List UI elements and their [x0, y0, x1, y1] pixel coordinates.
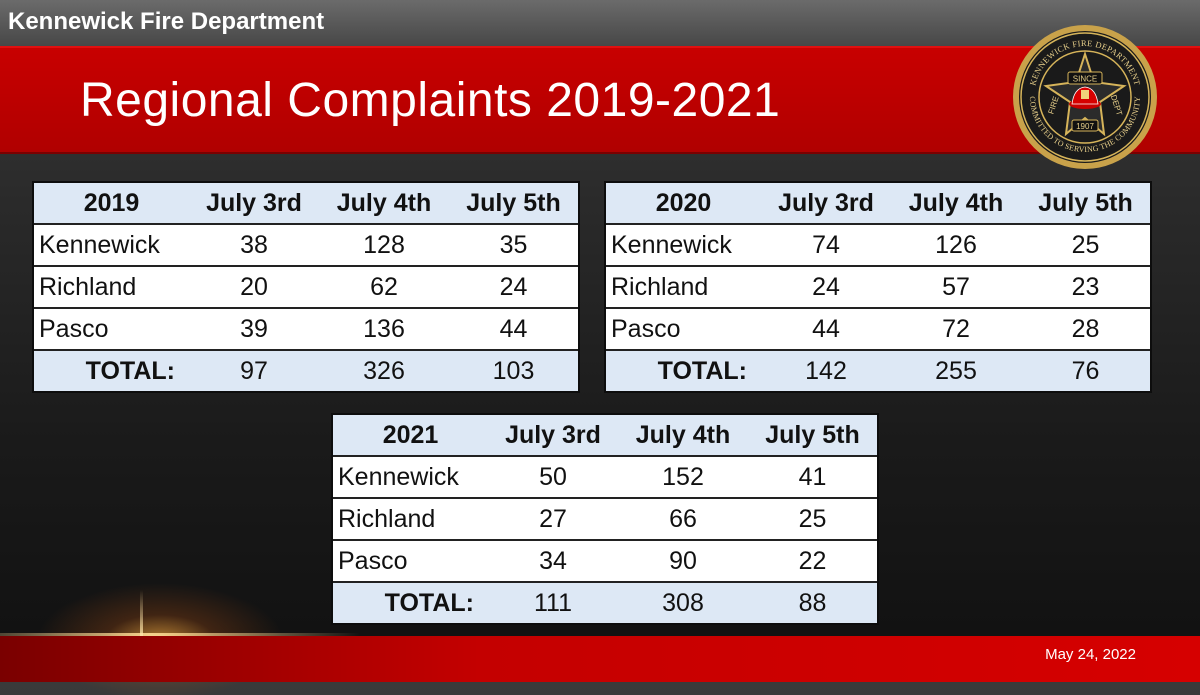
column-header-july-4th: July 4th — [891, 183, 1021, 225]
title-band — [0, 46, 1200, 154]
value-cell: 57 — [891, 266, 1021, 309]
fire-helmet-icon — [1069, 86, 1101, 109]
value-cell: 25 — [1021, 224, 1150, 267]
column-header-july-3rd: July 3rd — [488, 415, 618, 457]
total-label: TOTAL: — [606, 350, 761, 391]
table-row: Kennewick 38 128 35 — [34, 224, 578, 267]
value-cell: 44 — [449, 308, 578, 351]
value-cell: 72 — [891, 308, 1021, 351]
table-2021: 2021 July 3rd July 4th July 5th Kennewic… — [333, 415, 877, 623]
city-cell: Richland — [333, 498, 488, 541]
city-cell: Richland — [606, 266, 761, 309]
column-header-july-5th: July 5th — [449, 183, 578, 225]
table-row: Pasco 34 90 22 — [333, 540, 877, 583]
column-header-july-3rd: July 3rd — [189, 183, 319, 225]
lens-flare-ray — [0, 633, 360, 636]
total-cell: 111 — [488, 582, 618, 623]
table-2021-header-row: 2021 July 3rd July 4th July 5th — [333, 415, 877, 457]
value-cell: 23 — [1021, 266, 1150, 309]
total-row: TOTAL: 111 308 88 — [333, 582, 877, 623]
value-cell: 24 — [449, 266, 578, 309]
value-cell: 28 — [1021, 308, 1150, 351]
total-cell: 142 — [761, 350, 891, 391]
value-cell: 22 — [748, 540, 877, 583]
city-cell: Pasco — [333, 540, 488, 583]
value-cell: 90 — [618, 540, 748, 583]
total-cell: 326 — [319, 350, 449, 391]
table-row: Richland 27 66 25 — [333, 498, 877, 541]
value-cell: 20 — [189, 266, 319, 309]
total-cell: 308 — [618, 582, 748, 623]
value-cell: 126 — [891, 224, 1021, 267]
city-cell: Richland — [34, 266, 189, 309]
value-cell: 62 — [319, 266, 449, 309]
table-row: Pasco 44 72 28 — [606, 308, 1150, 351]
slide-title: Regional Complaints 2019-2021 — [80, 74, 781, 127]
table-row: Richland 20 62 24 — [34, 266, 578, 309]
table-2021-year-header: 2021 — [333, 415, 488, 457]
value-cell: 34 — [488, 540, 618, 583]
value-cell: 50 — [488, 456, 618, 499]
table-2020-header-row: 2020 July 3rd July 4th July 5th — [606, 183, 1150, 225]
table-2019: 2019 July 3rd July 4th July 5th Kennewic… — [34, 183, 578, 391]
value-cell: 25 — [748, 498, 877, 541]
column-header-july-5th: July 5th — [748, 415, 877, 457]
table-2020-year-header: 2020 — [606, 183, 761, 225]
city-cell: Pasco — [34, 308, 189, 351]
value-cell: 44 — [761, 308, 891, 351]
value-cell: 39 — [189, 308, 319, 351]
value-cell: 35 — [449, 224, 578, 267]
value-cell: 27 — [488, 498, 618, 541]
table-row: Kennewick 50 152 41 — [333, 456, 877, 499]
value-cell: 128 — [319, 224, 449, 267]
city-cell: Kennewick — [34, 224, 189, 267]
value-cell: 66 — [618, 498, 748, 541]
value-cell: 41 — [748, 456, 877, 499]
top-bar — [0, 0, 1200, 46]
total-label: TOTAL: — [333, 582, 488, 623]
table-2020: 2020 July 3rd July 4th July 5th Kennewic… — [606, 183, 1150, 391]
table-row: Pasco 39 136 44 — [34, 308, 578, 351]
total-row: TOTAL: 142 255 76 — [606, 350, 1150, 391]
column-header-july-4th: July 4th — [319, 183, 449, 225]
column-header-july-5th: July 5th — [1021, 183, 1150, 225]
table-row: Kennewick 74 126 25 — [606, 224, 1150, 267]
city-cell: Kennewick — [333, 456, 488, 499]
logo-since-text: SINCE — [1073, 75, 1097, 84]
total-cell: 255 — [891, 350, 1021, 391]
total-label: TOTAL: — [34, 350, 189, 391]
footer-band — [0, 636, 1200, 682]
lens-flare-ray-vertical — [140, 590, 143, 680]
value-cell: 152 — [618, 456, 748, 499]
total-cell: 76 — [1021, 350, 1150, 391]
value-cell: 136 — [319, 308, 449, 351]
value-cell: 38 — [189, 224, 319, 267]
total-cell: 97 — [189, 350, 319, 391]
value-cell: 74 — [761, 224, 891, 267]
presentation-date: May 24, 2022 — [1045, 646, 1136, 663]
value-cell: 24 — [761, 266, 891, 309]
total-cell: 88 — [748, 582, 877, 623]
column-header-july-3rd: July 3rd — [761, 183, 891, 225]
total-cell: 103 — [449, 350, 578, 391]
column-header-july-4th: July 4th — [618, 415, 748, 457]
logo-year-text: 1907 — [1076, 122, 1094, 131]
organization-name: Kennewick Fire Department — [8, 8, 325, 35]
city-cell: Kennewick — [606, 224, 761, 267]
city-cell: Pasco — [606, 308, 761, 351]
fire-department-seal-logo: KENNEWICK FIRE DEPARTMENT COMMITTED TO S… — [1013, 25, 1157, 169]
table-row: Richland 24 57 23 — [606, 266, 1150, 309]
table-2019-header-row: 2019 July 3rd July 4th July 5th — [34, 183, 578, 225]
total-row: TOTAL: 97 326 103 — [34, 350, 578, 391]
table-2019-year-header: 2019 — [34, 183, 189, 225]
